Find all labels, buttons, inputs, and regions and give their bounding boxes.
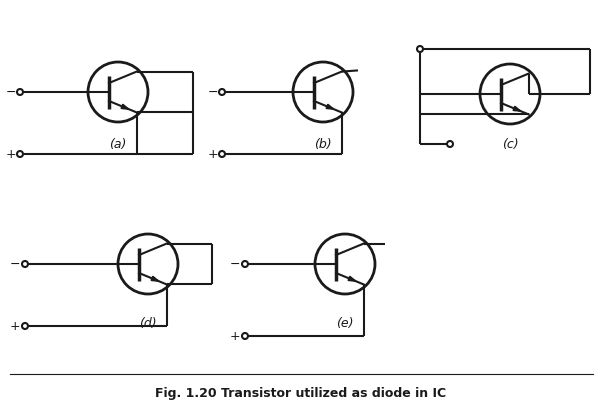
Polygon shape (151, 276, 159, 281)
Text: (a): (a) (109, 138, 127, 150)
Circle shape (242, 333, 248, 339)
Circle shape (17, 151, 23, 157)
Text: −: − (10, 258, 21, 271)
Text: +: + (230, 330, 241, 342)
Text: −: − (208, 86, 218, 98)
Circle shape (219, 89, 225, 95)
Circle shape (17, 89, 23, 95)
Text: (d): (d) (139, 318, 157, 330)
Polygon shape (121, 104, 129, 109)
Circle shape (22, 261, 28, 267)
Text: +: + (5, 147, 16, 161)
Text: (e): (e) (336, 318, 354, 330)
Polygon shape (326, 104, 334, 109)
Text: Fig. 1.20 Transistor utilized as diode in IC: Fig. 1.20 Transistor utilized as diode i… (156, 388, 447, 400)
Text: +: + (207, 147, 218, 161)
Polygon shape (513, 106, 521, 111)
Circle shape (417, 46, 423, 52)
Circle shape (242, 261, 248, 267)
Text: −: − (6, 86, 16, 98)
Polygon shape (348, 276, 356, 281)
Text: (c): (c) (502, 138, 519, 150)
Circle shape (22, 323, 28, 329)
Circle shape (219, 151, 225, 157)
Text: +: + (10, 319, 21, 332)
Circle shape (447, 141, 453, 147)
Text: −: − (230, 258, 240, 271)
Text: (b): (b) (314, 138, 332, 150)
